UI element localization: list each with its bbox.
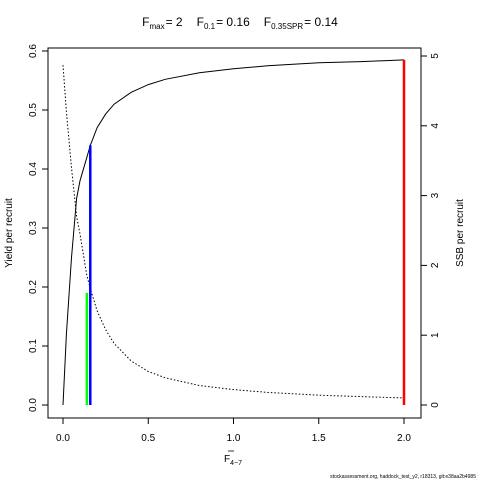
title-f01-subscript: 0.1 — [204, 22, 216, 31]
x-tick-label: 0.0 — [56, 433, 70, 444]
x-tick-label: 2.0 — [397, 433, 411, 444]
title-f01-symbol: F — [197, 15, 204, 29]
ssb-per-recruit-curve — [62, 65, 405, 399]
title-fmax-subscript: max — [149, 22, 164, 31]
chart-marks — [62, 59, 406, 406]
chart-axes: 0.0 0.5 1.0 1.5 2.0 0.0 0.1 0.2 0.3 0.4 0.5 0.6 0 1 2 3… — [28, 44, 441, 444]
x-tick-label: 1.5 — [312, 433, 326, 444]
x-axis-title-main: F — [224, 454, 230, 465]
title-fspr-symbol: F — [264, 15, 271, 29]
chart-title: Fmax= 2 F0.1= 0.16 F0.35SPR= 0.14 — [142, 15, 338, 31]
y2-tick-label: 5 — [430, 53, 441, 59]
footer-source: stockassessment.org, haddock_test_y2, r1… — [330, 474, 476, 480]
title-fmax-value: = 2 — [166, 15, 183, 29]
y-tick-label: 0.0 — [28, 398, 39, 412]
title-fspr-subscript: 0.35SPR — [271, 22, 303, 31]
y-tick-label: 0.1 — [28, 339, 39, 353]
x-tick-label: 1.0 — [227, 433, 241, 444]
y-tick-label: 0.4 — [28, 162, 39, 176]
title-fspr-value: = 0.14 — [304, 15, 338, 29]
plot-frame — [47, 47, 422, 419]
y-tick-label: 0.6 — [28, 44, 39, 58]
y-tick-label: 0.5 — [28, 103, 39, 117]
y2-axis-title: SSB per recruit — [455, 199, 466, 267]
title-fmax-symbol: F — [142, 15, 149, 29]
x-axis-title: F4−7 — [224, 454, 242, 467]
title-f01-value: = 0.16 — [216, 15, 250, 29]
y-axis-title: Yield per recruit — [4, 198, 15, 268]
y2-tick-label: 2 — [430, 262, 441, 268]
y2-tick-label: 3 — [430, 192, 441, 198]
x-axis-title-subscript: 4−7 — [230, 460, 242, 467]
y-tick-label: 0.3 — [28, 221, 39, 235]
y-tick-label: 0.2 — [28, 280, 39, 294]
x-tick-label: 0.5 — [141, 433, 155, 444]
y2-tick-label: 0 — [430, 402, 441, 408]
y2-tick-label: 4 — [430, 123, 441, 129]
yield-per-recruit-curve — [62, 59, 405, 406]
y2-tick-label: 1 — [430, 332, 441, 338]
